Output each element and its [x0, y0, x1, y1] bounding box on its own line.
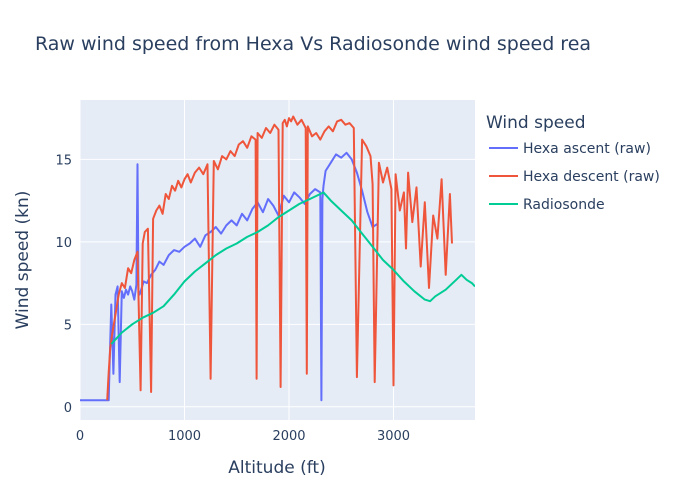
x-tick-label: 3000 [377, 429, 410, 444]
legend: Wind speed Hexa ascent (raw) Hexa descent… [486, 113, 660, 213]
y-tick-label: 5 [64, 318, 72, 333]
x-tick-label: 2000 [272, 429, 305, 444]
plot-area[interactable] [80, 100, 475, 420]
x-axis-title: Altitude (ft) [228, 458, 325, 478]
legend-label: Hexa ascent (raw) [523, 141, 651, 157]
series-layer [80, 115, 475, 402]
chart-title: Raw wind speed from Hexa Vs Radiosonde w… [35, 33, 591, 55]
y-tick-label: 15 [55, 153, 72, 168]
y-gridlines [80, 158, 475, 408]
x-tick-labels: 0 1000 2000 3000 [76, 429, 410, 444]
legend-items: Hexa ascent (raw) Hexa descent (raw) Radio… [489, 141, 660, 213]
x-tick-label: 1000 [168, 429, 201, 444]
y-tick-label: 0 [64, 401, 72, 416]
series-line-2[interactable] [106, 115, 453, 401]
x-tick-label: 0 [76, 429, 84, 444]
y-tick-labels: 0 5 10 15 [55, 153, 72, 415]
legend-title: Wind speed [486, 113, 586, 133]
legend-label: Hexa descent (raw) [523, 169, 660, 185]
legend-label: Radiosonde [523, 197, 605, 213]
series-line-3[interactable] [110, 191, 475, 345]
legend-item[interactable]: Hexa ascent (raw) [489, 141, 651, 157]
y-tick-label: 10 [55, 236, 72, 251]
y-axis-title: Wind speed (kn) [13, 191, 33, 330]
legend-item[interactable]: Radiosonde [489, 197, 605, 213]
legend-item[interactable]: Hexa descent (raw) [489, 169, 660, 185]
